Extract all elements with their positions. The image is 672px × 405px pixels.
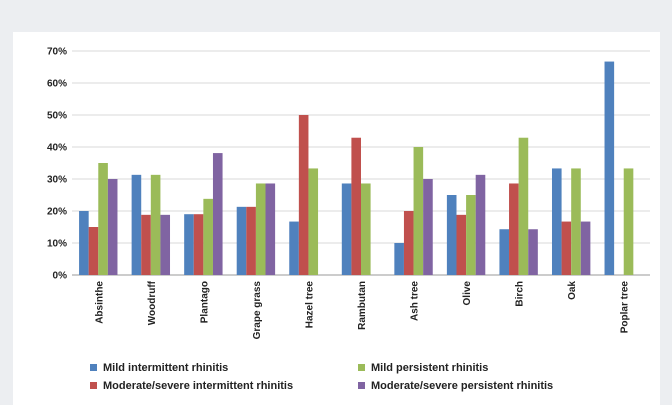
x-tick-label: Oak — [567, 281, 578, 300]
x-tick-label: Hazel tree — [304, 281, 315, 329]
x-tick-label: Absinthe — [94, 281, 105, 324]
bar — [604, 61, 615, 275]
bar — [423, 179, 433, 275]
y-tick-label: 0% — [53, 271, 68, 282]
y-tick-label: 70% — [47, 47, 67, 58]
bar — [580, 221, 591, 275]
bar — [446, 195, 457, 275]
bar — [341, 183, 352, 275]
legend-label: Mild persistent rhinitis — [371, 362, 488, 374]
bar — [571, 168, 581, 275]
bar — [141, 214, 151, 275]
bar — [499, 229, 510, 275]
bar — [456, 214, 467, 275]
bar — [107, 179, 118, 275]
bar — [551, 168, 562, 275]
legend-label: Moderate/severe intermittent rhinitis — [103, 380, 293, 392]
bar — [518, 137, 529, 275]
y-tick-label: 60% — [47, 79, 67, 90]
bar — [88, 227, 99, 275]
bar — [184, 214, 194, 275]
bar — [403, 211, 414, 275]
chart-panel: 0% 10% 20% 30% 40% 50% 60% 70% Absinthe Woodruff P… — [13, 32, 660, 405]
y-tick-label: 20% — [47, 207, 67, 218]
bar — [236, 206, 247, 275]
bar — [255, 183, 266, 275]
bar — [475, 174, 486, 275]
bar — [193, 214, 204, 275]
bar — [98, 163, 108, 275]
bar — [150, 174, 161, 275]
bar — [246, 206, 256, 275]
x-tick-label: Grape grass — [252, 281, 263, 340]
legend-label: Mild intermittent rhinitis — [103, 362, 228, 374]
x-tick-label: Ash tree — [410, 281, 421, 321]
bar — [561, 221, 572, 275]
bar — [131, 174, 142, 275]
bar — [79, 211, 89, 275]
bar — [466, 195, 476, 275]
legend-label: Moderate/severe persistent rhinitis — [371, 380, 553, 392]
bar-chart: 0% 10% 20% 30% 40% 50% 60% 70% Absinthe Woodruff P… — [47, 47, 650, 392]
bar — [212, 153, 223, 275]
bar — [394, 243, 404, 275]
bar — [509, 183, 519, 275]
y-tick-label: 10% — [47, 239, 67, 250]
x-tick-label: Olive — [462, 281, 473, 306]
bar — [298, 115, 309, 275]
legend-swatch — [358, 382, 365, 389]
bar — [203, 198, 213, 275]
bar — [289, 221, 299, 275]
x-tick-label: Poplar tree — [620, 281, 631, 334]
x-tick-label: Woodruff — [147, 280, 158, 325]
x-tick-label: Rambutan — [357, 281, 368, 330]
bar — [361, 183, 371, 275]
bar — [265, 183, 276, 275]
x-tick-label: Plantago — [199, 281, 210, 323]
bar — [351, 137, 361, 275]
legend-swatch — [358, 364, 365, 371]
y-tick-label: 30% — [47, 175, 67, 186]
bar — [160, 214, 171, 275]
x-tick-label: Birch — [515, 281, 526, 307]
bar — [623, 168, 634, 275]
y-tick-label: 50% — [47, 111, 67, 122]
bar — [308, 168, 319, 275]
legend-swatch — [90, 382, 97, 389]
bar — [413, 147, 424, 275]
y-tick-label: 40% — [47, 143, 67, 154]
bar — [528, 229, 538, 275]
legend-swatch — [90, 364, 97, 371]
